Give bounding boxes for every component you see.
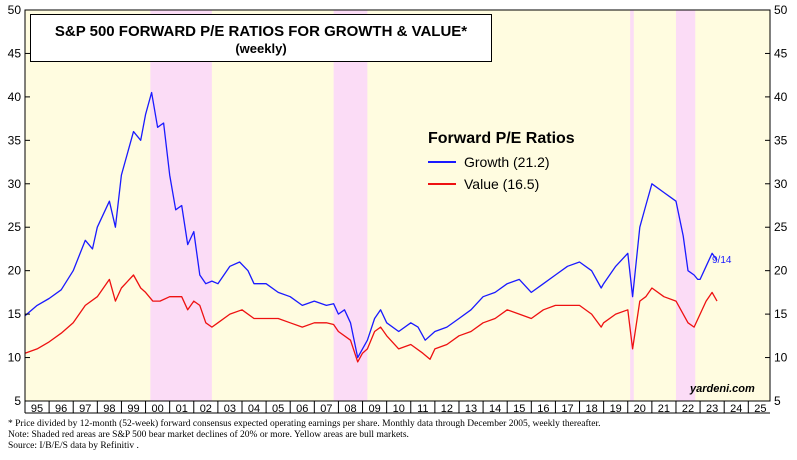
x-axis: 95 96 97 98 99 00 01 02 03 04 05 06 07 08 09 10 11 12 13 14… — [24, 401, 770, 415]
x-tick-label: 16 — [537, 403, 549, 415]
y-tick-label-right: 5 — [774, 394, 781, 408]
y-tick-label-right: 15 — [774, 307, 788, 321]
x-tick-label: 96 — [55, 403, 67, 415]
x-tick-label: 07 — [320, 403, 332, 415]
y-tick-label-right: 45 — [774, 46, 788, 60]
x-tick-label: 97 — [79, 403, 91, 415]
x-tick-label: 03 — [224, 403, 236, 415]
y-tick-label-right: 35 — [774, 133, 788, 147]
legend-swatch-value — [428, 183, 456, 185]
y-tick-label-right: 30 — [774, 177, 788, 191]
x-tick-label: 02 — [200, 403, 212, 415]
bear-market-band — [630, 10, 634, 401]
chart-title: S&P 500 FORWARD P/E RATIOS FOR GROWTH & … — [54, 23, 468, 40]
y-tick-label-left: 40 — [8, 90, 22, 104]
x-tick-label: 06 — [296, 403, 308, 415]
right-y-axis: 5 10 15 20 25 30 35 40 45 50 — [765, 3, 788, 408]
y-tick-label-right: 40 — [774, 90, 788, 104]
x-tick-label: 24 — [730, 403, 742, 415]
x-tick-label: 13 — [465, 403, 477, 415]
y-tick-label-left: 30 — [8, 177, 22, 191]
y-tick-label-left: 45 — [8, 46, 22, 60]
x-tick-label: 10 — [393, 403, 405, 415]
x-tick-label: 18 — [585, 403, 597, 415]
value-series-line — [24, 274, 718, 363]
source-watermark: yardeni.com — [690, 383, 755, 395]
series-end-date-label: 9/14 — [712, 255, 732, 266]
x-tick-label: 99 — [127, 403, 139, 415]
legend-item-value: Value (16.5) — [428, 176, 575, 192]
x-tick-label: 95 — [31, 403, 43, 415]
x-tick-label: 04 — [248, 403, 260, 415]
x-tick-label: 22 — [682, 403, 694, 415]
legend-title: Forward P/E Ratios — [428, 130, 575, 147]
growth-series-line — [24, 91, 718, 359]
x-tick-label: 21 — [658, 403, 670, 415]
footnotes: * Price divided by 12-month (52-week) fo… — [8, 419, 601, 452]
legend-swatch-growth — [428, 161, 456, 163]
y-tick-label-left: 35 — [8, 133, 22, 147]
x-tick-label: 98 — [103, 403, 115, 415]
y-tick-label-left: 10 — [8, 351, 22, 365]
footnote-shading: Note: Shaded red areas are S&P 500 bear … — [8, 430, 409, 440]
legend-label-value: Value (16.5) — [464, 176, 540, 192]
x-tick-label: 14 — [489, 403, 501, 415]
x-tick-label: 17 — [561, 403, 573, 415]
x-tick-label: 11 — [417, 403, 428, 415]
left-y-axis: 5 10 15 20 25 30 35 40 45 50 — [8, 3, 30, 408]
x-tick-label: 00 — [151, 403, 163, 415]
x-tick-label: 05 — [272, 403, 284, 415]
x-tick-label: 23 — [706, 403, 718, 415]
y-tick-label-left: 5 — [14, 394, 21, 408]
chart-subtitle: (weekly) — [235, 41, 287, 56]
y-tick-label-right: 50 — [774, 3, 788, 17]
y-tick-label-right: 25 — [774, 220, 788, 234]
y-tick-label-left: 20 — [8, 264, 22, 278]
footnote-definition: * Price divided by 12-month (52-week) fo… — [8, 419, 601, 429]
legend: Forward P/E Ratios Growth (21.2) Value (… — [428, 130, 575, 192]
plot-frame — [24, 9, 771, 402]
bull-market-background — [25, 10, 770, 401]
x-tick-label: 25 — [754, 403, 766, 415]
bear-market-band — [333, 10, 368, 401]
bear-market-band — [675, 10, 696, 401]
x-tick-label: 15 — [513, 403, 525, 415]
footnote-source: Source: I/B/E/S data by Refinitiv . — [8, 441, 139, 451]
y-tick-label-right: 10 — [774, 351, 788, 365]
y-tick-label-left: 25 — [8, 220, 22, 234]
x-tick-label: 19 — [610, 403, 622, 415]
market-shading — [25, 10, 770, 401]
legend-item-growth: Growth (21.2) — [428, 154, 575, 170]
legend-label-growth: Growth (21.2) — [464, 154, 550, 170]
y-tick-label-left: 15 — [8, 307, 22, 321]
x-tick-label: 01 — [176, 403, 188, 415]
y-tick-label-right: 20 — [774, 264, 788, 278]
chart-title-box: S&P 500 FORWARD P/E RATIOS FOR GROWTH & … — [30, 14, 492, 62]
series-layer — [24, 91, 718, 363]
y-tick-label-left: 50 — [8, 3, 22, 17]
x-tick-label: 08 — [344, 403, 356, 415]
x-tick-label: 09 — [368, 403, 380, 415]
x-tick-label: 20 — [634, 403, 646, 415]
x-tick-label: 12 — [441, 403, 453, 415]
